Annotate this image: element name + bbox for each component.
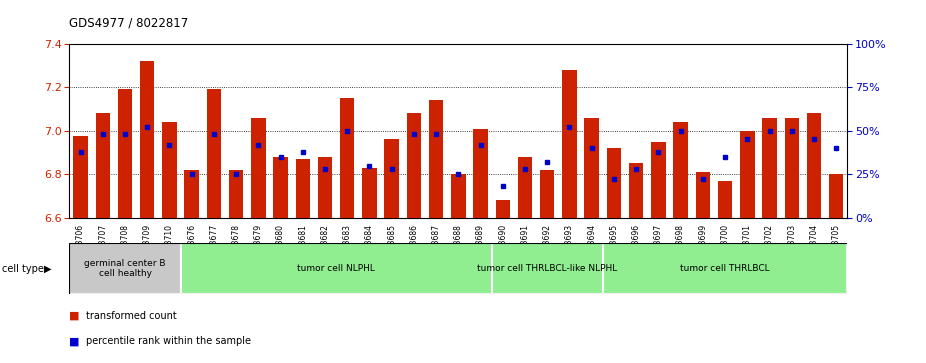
Bar <box>540 170 555 218</box>
Bar <box>340 98 355 218</box>
Bar <box>718 181 732 218</box>
Text: germinal center B
cell healthy: germinal center B cell healthy <box>84 259 166 278</box>
Bar <box>407 113 421 218</box>
Bar <box>562 70 577 218</box>
Text: transformed count: transformed count <box>86 311 177 321</box>
Text: ■: ■ <box>69 336 80 346</box>
Text: ▶: ▶ <box>44 264 52 274</box>
Bar <box>295 159 310 218</box>
Bar <box>829 174 844 218</box>
Bar <box>362 168 377 218</box>
Text: ■: ■ <box>69 311 80 321</box>
Bar <box>673 122 688 218</box>
Bar <box>607 148 621 218</box>
Bar <box>206 89 221 218</box>
Bar <box>473 129 488 218</box>
Bar <box>629 163 644 218</box>
Bar <box>518 157 532 218</box>
Bar <box>384 139 399 218</box>
Text: tumor cell THRLBCL: tumor cell THRLBCL <box>681 264 770 273</box>
Bar <box>651 142 666 218</box>
Text: tumor cell THRLBCL-like NLPHL: tumor cell THRLBCL-like NLPHL <box>477 264 618 273</box>
Bar <box>603 243 847 294</box>
Bar <box>318 157 332 218</box>
Bar <box>162 122 177 218</box>
Bar <box>584 118 599 218</box>
Bar <box>451 174 466 218</box>
Bar <box>118 89 132 218</box>
Text: GDS4977 / 8022817: GDS4977 / 8022817 <box>69 16 189 29</box>
Text: tumor cell NLPHL: tumor cell NLPHL <box>297 264 375 273</box>
Bar <box>695 172 710 218</box>
Bar <box>762 118 777 218</box>
Bar <box>184 170 199 218</box>
Bar <box>181 243 492 294</box>
Text: percentile rank within the sample: percentile rank within the sample <box>86 336 251 346</box>
Bar <box>69 243 181 294</box>
Bar <box>140 61 155 218</box>
Bar <box>429 100 444 218</box>
Bar <box>251 118 266 218</box>
Bar <box>492 243 603 294</box>
Bar <box>73 136 88 218</box>
Bar <box>229 170 244 218</box>
Bar <box>495 200 510 218</box>
Text: cell type: cell type <box>2 264 44 274</box>
Bar <box>740 131 755 218</box>
Bar <box>95 113 110 218</box>
Bar <box>807 113 821 218</box>
Bar <box>784 118 799 218</box>
Bar <box>273 157 288 218</box>
